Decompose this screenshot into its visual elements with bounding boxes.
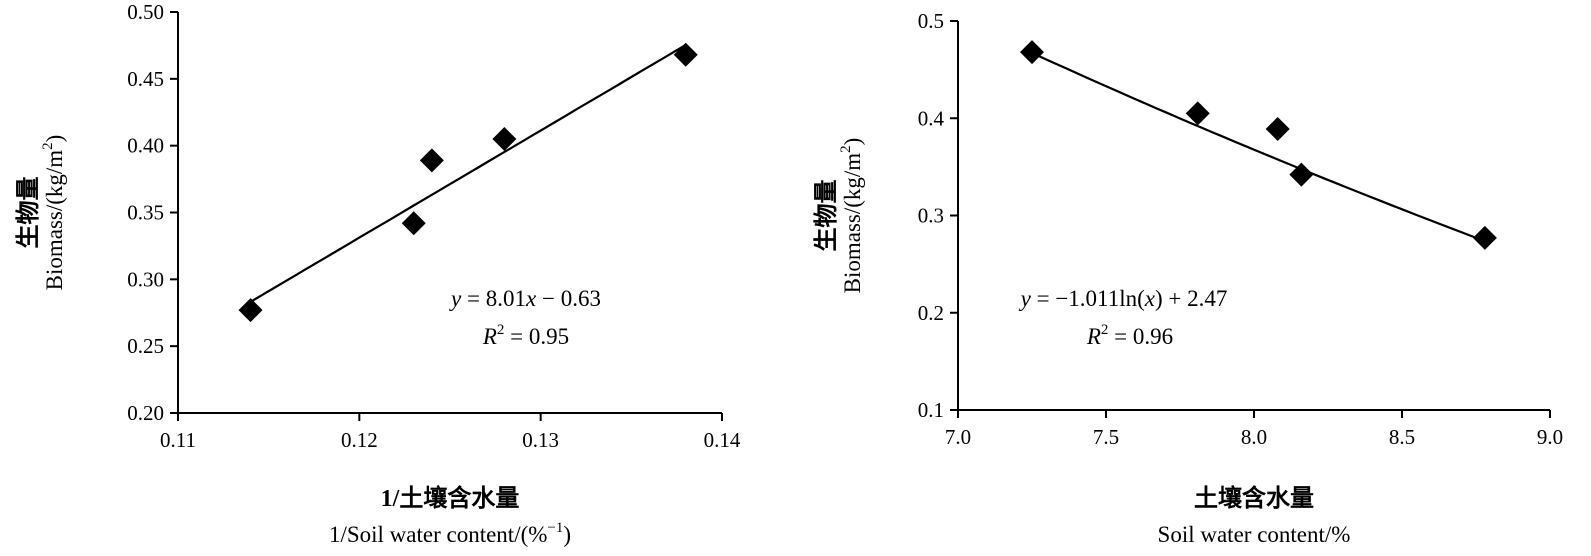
x-tick-label: 8.5 [1389, 425, 1415, 449]
x-tick-label: 8.0 [1241, 425, 1267, 449]
x-axis-title-en: Soil water content/% [1158, 522, 1351, 547]
x-tick-label: 0.12 [341, 428, 378, 452]
chart-left-svg: 0.20 0.25 0.30 0.35 0.40 0.45 0.50 0.11 0.12 0.13… [15, 0, 741, 547]
y-tick-label: 0.4 [918, 106, 945, 130]
data-point [673, 42, 698, 67]
x-tick-label: 7.0 [945, 425, 971, 449]
y-tick-label: 0.3 [918, 204, 944, 228]
trendline [249, 43, 687, 303]
y-tick-label: 0.40 [127, 134, 164, 158]
data-point [1185, 101, 1210, 126]
x-tick-label: 9.0 [1537, 425, 1563, 449]
eq-mid: = −1.011ln( [1031, 286, 1145, 311]
y-tick-label: 0.50 [127, 0, 164, 24]
eq-rest: ) + 2.47 [1155, 286, 1227, 311]
r-squared: R2 = 0.95 [482, 322, 569, 349]
y-title-sup: 2 [838, 145, 854, 153]
y-title-sup: 2 [40, 142, 56, 150]
data-point [1289, 162, 1314, 187]
y-tick-label: 0.20 [127, 401, 164, 425]
eq-mid: = 8.01 [461, 286, 526, 311]
chart-left: 0.20 0.25 0.30 0.35 0.40 0.45 0.50 0.11 0.12 0.13… [15, 0, 741, 547]
y-title-main: Biomass/(kg/m [840, 153, 865, 294]
y-axis-title-en: Biomass/(kg/m2) [40, 135, 67, 291]
r2-rest: = 0.96 [1108, 324, 1173, 349]
r2-r: R [482, 324, 497, 349]
x-title-sup: −1 [547, 520, 563, 536]
y-title-main: Biomass/(kg/m [42, 150, 67, 291]
data-point [401, 211, 426, 236]
eq-y: y [1019, 286, 1032, 311]
x-tick-label: 0.11 [160, 428, 196, 452]
y-axis-title-cn: 生物量 [813, 180, 840, 252]
y-tick-label: 0.30 [127, 267, 164, 291]
x-tick-label: 0.13 [522, 428, 559, 452]
x-axis-title-cn: 1/土壤含水量 [381, 484, 520, 512]
data-point [492, 126, 517, 151]
x-title-main: 1/Soil water content/(% [329, 522, 547, 547]
eq-x: x [1144, 286, 1156, 311]
data-point [1472, 225, 1497, 250]
data-point [1020, 40, 1044, 65]
x-axis-title-cn: 土壤含水量 [1194, 484, 1314, 512]
y-tick-label: 0.45 [127, 67, 164, 91]
r2-rest: = 0.95 [504, 324, 569, 349]
trend-equation: y = 8.01x − 0.63 [449, 286, 601, 311]
x-tick-label: 0.14 [704, 428, 741, 452]
x-axis-title-en: 1/Soil water content/(%−1) [329, 520, 571, 547]
trend-equation: y = −1.011ln(x) + 2.47 [1019, 286, 1228, 311]
eq-rest: − 0.63 [536, 286, 601, 311]
eq-y: y [449, 286, 462, 311]
y-title-tail: ) [840, 138, 865, 146]
x-title-main: Soil water content/% [1158, 522, 1351, 547]
r2-r: R [1086, 324, 1101, 349]
y-tick-label: 0.5 [918, 9, 944, 33]
data-point [238, 298, 263, 323]
r2-sup: 2 [497, 322, 505, 338]
y-axis-title-cn: 生物量 [15, 177, 42, 249]
x-title-tail: ) [563, 522, 571, 547]
y-title-tail: ) [42, 135, 67, 143]
chart-right-svg: 0.1 0.2 0.3 0.4 0.5 7.0 7.5 8.0 8.5 9.0 y = −1.011… [813, 9, 1563, 547]
y-tick-label: 0.2 [918, 301, 944, 325]
y-tick-label: 0.35 [127, 201, 164, 225]
chart-right: 0.1 0.2 0.3 0.4 0.5 7.0 7.5 8.0 8.5 9.0 y = −1.011… [800, 0, 1591, 556]
y-tick-label: 0.1 [918, 398, 944, 422]
r-squared: R2 = 0.96 [1086, 322, 1173, 349]
y-axis-title-en: Biomass/(kg/m2) [838, 138, 865, 294]
eq-x: x [525, 286, 537, 311]
trendline [1031, 51, 1486, 243]
x-tick-label: 7.5 [1093, 425, 1119, 449]
data-point [1265, 116, 1290, 141]
r2-sup: 2 [1101, 322, 1109, 338]
data-point [419, 148, 444, 173]
y-tick-label: 0.25 [127, 334, 164, 358]
